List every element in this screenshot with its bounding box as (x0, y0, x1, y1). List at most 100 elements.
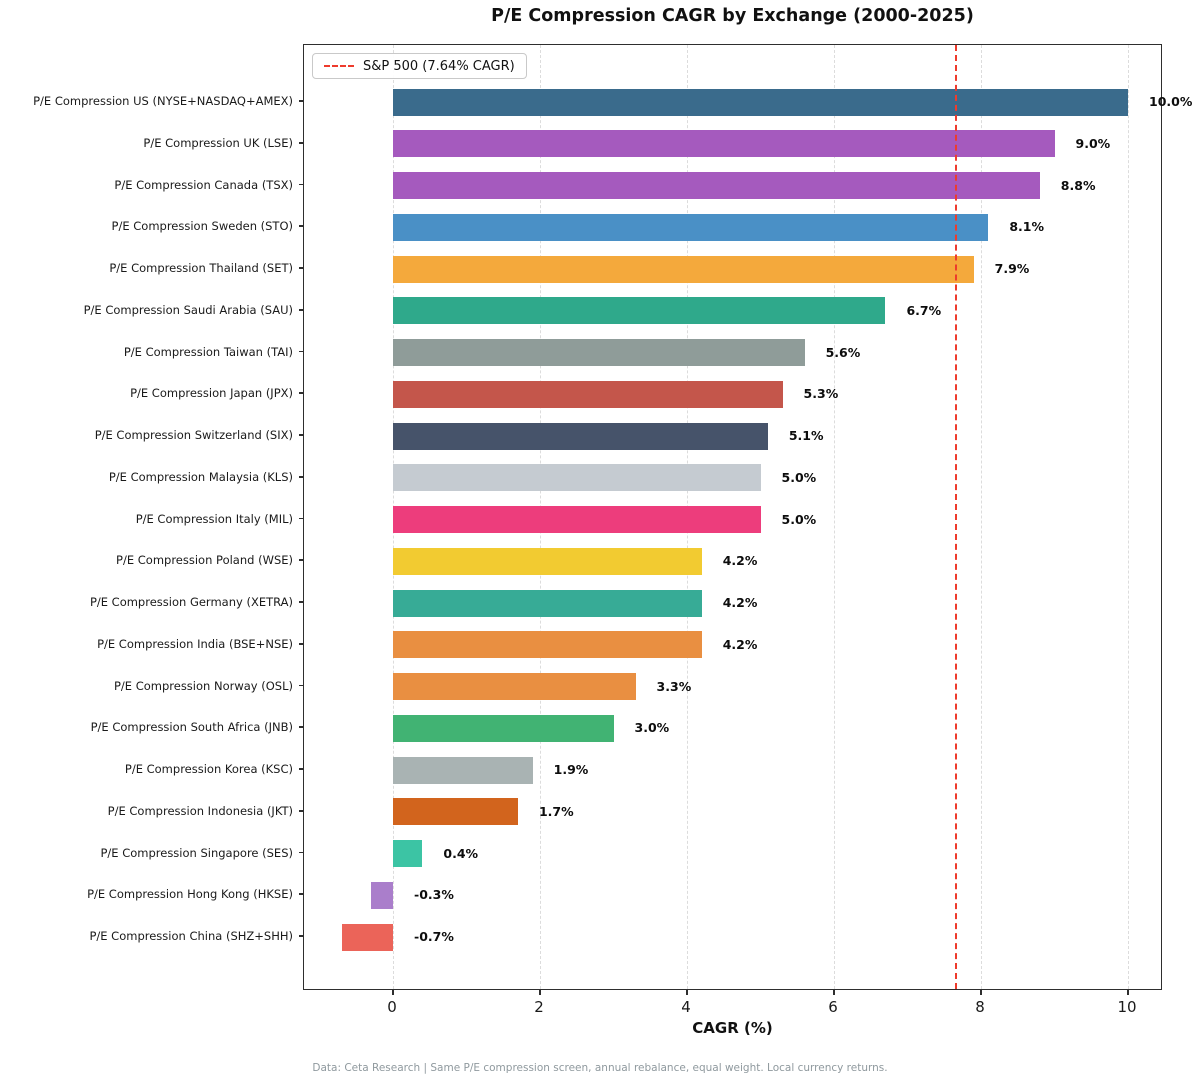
y-tick (299, 350, 303, 353)
bar (393, 339, 805, 366)
gridline-x-6 (834, 45, 835, 989)
x-tick-label-4: 4 (681, 998, 691, 1016)
y-tick (299, 475, 303, 478)
bar-value-label: 5.1% (788, 428, 824, 443)
y-axis-category-label: P/E Compression Taiwan (TAI) (123, 344, 293, 359)
bar-value-label: 1.9% (553, 762, 589, 777)
bar (341, 923, 393, 951)
gridline-x-8 (981, 45, 982, 989)
y-tick (299, 141, 303, 144)
chart-title: P/E Compression CAGR by Exchange (2000-2… (491, 6, 974, 26)
bar-value-label: 5.0% (781, 469, 817, 485)
y-tick (299, 768, 303, 770)
bar (393, 756, 533, 784)
y-axis-category-label: P/E Compression Switzerland (SIX) (94, 428, 293, 442)
bar-value-label: 5.6% (825, 344, 861, 360)
bar-value-label: 1.7% (538, 803, 574, 819)
y-tick (299, 308, 303, 311)
bar (393, 547, 702, 575)
y-axis-category-label: P/E Compression Japan (JPX) (130, 386, 293, 401)
bar-value-label: 5.3% (803, 386, 839, 402)
bar (393, 380, 783, 408)
y-axis-category-label: P/E Compression Poland (WSE) (116, 553, 293, 568)
x-tick-label-0: 0 (387, 998, 397, 1016)
x-tick-10 (1127, 990, 1129, 995)
y-tick (299, 935, 303, 937)
bar (370, 881, 393, 909)
bar-value-label: 5.0% (781, 511, 817, 527)
y-axis-category-label: P/E Compression Malaysia (KLS) (108, 469, 293, 484)
y-tick (299, 601, 303, 603)
y-axis-category-label: P/E Compression Norway (OSL) (113, 678, 293, 693)
bar-value-label: 9.0% (1075, 135, 1111, 151)
bar-value-label: -0.3% (414, 887, 454, 903)
bar-value-label: 4.2% (722, 636, 758, 652)
y-axis-category-label: P/E Compression Italy (MIL) (135, 511, 293, 526)
bar (393, 673, 636, 700)
x-axis-title: CAGR (%) (692, 1019, 773, 1037)
bar (393, 589, 702, 617)
y-tick (299, 726, 303, 729)
plot-area: 10.0% 9.0% 8.8% 8.1% 7.9% 6.7% 5.6% 5.3% 5.1% 5.0… (303, 44, 1192, 990)
bar (393, 631, 702, 659)
y-axis-category-label: P/E Compression Hong Kong (HKSE) (87, 887, 293, 902)
y-axis-category-label: P/E Compression India (BSE+NSE) (97, 636, 293, 651)
y-tick (299, 434, 303, 436)
x-tick-4 (686, 990, 688, 995)
bar-value-label: 10.0% (1149, 94, 1193, 109)
y-axis-category-label: P/E Compression Korea (KSC) (124, 762, 293, 776)
sp500-reference-line (954, 45, 957, 989)
y-axis-category-label: P/E Compression Sweden (STO) (111, 219, 293, 234)
bar-value-label: -0.7% (414, 929, 454, 944)
x-tick-8 (980, 990, 982, 995)
bar (393, 130, 1055, 158)
bar-value-label: 6.7% (906, 302, 942, 318)
bar-value-label: 7.9% (994, 261, 1030, 276)
y-tick (299, 392, 303, 395)
x-tick-0 (392, 990, 394, 995)
y-axis-category-label: P/E Compression Thailand (SET) (109, 261, 293, 275)
y-tick (299, 559, 303, 562)
bar (393, 297, 886, 325)
y-tick (299, 809, 303, 812)
y-axis-category-label: P/E Compression Germany (XETRA) (89, 595, 293, 609)
y-axis-category-label: P/E Compression Canada (TSX) (114, 177, 293, 192)
y-axis-category-label: P/E Compression Singapore (SES) (100, 845, 293, 860)
x-tick-label-10: 10 (1117, 998, 1137, 1016)
bar (393, 172, 1040, 199)
bar (393, 213, 989, 241)
x-tick-6 (833, 990, 835, 995)
bar (393, 840, 423, 867)
bar-value-label: 8.8% (1060, 177, 1096, 193)
bar-value-label: 0.4% (443, 845, 479, 861)
bar-value-label: 3.3% (656, 678, 692, 694)
legend-dashed-line-icon (324, 65, 354, 67)
bar-value-label: 3.0% (634, 720, 670, 736)
y-tick (299, 642, 303, 645)
y-axis-category-label: P/E Compression Indonesia (JKT) (107, 803, 293, 818)
y-axis-category-label: P/E Compression US (NYSE+NASDAQ+AMEX) (33, 94, 293, 108)
bar (393, 506, 761, 533)
y-tick (299, 684, 303, 687)
bar (393, 464, 761, 492)
y-tick (299, 893, 303, 896)
bar (393, 714, 614, 742)
bar-value-label: 4.2% (722, 553, 758, 569)
y-tick (299, 100, 303, 102)
legend: S&P 500 (7.64% CAGR) (312, 53, 527, 79)
bar (393, 88, 1128, 116)
bar-value-label: 4.2% (722, 595, 758, 610)
y-tick (299, 851, 303, 854)
y-axis-category-label: P/E Compression China (SHZ+SHH) (89, 929, 293, 943)
y-tick (299, 267, 303, 269)
data-source-note: Data: Ceta Research | Same P/E compressi… (312, 1062, 888, 1074)
x-tick-label-6: 6 (828, 998, 838, 1016)
y-tick (299, 183, 303, 186)
x-tick-label-8: 8 (975, 998, 985, 1016)
y-axis-category-label: P/E Compression UK (LSE) (143, 135, 293, 150)
gridline-x-10 (1128, 45, 1129, 989)
bar-value-label: 8.1% (1009, 219, 1045, 235)
y-axis-category-label: P/E Compression South Africa (JNB) (90, 720, 293, 735)
bar (393, 422, 768, 450)
